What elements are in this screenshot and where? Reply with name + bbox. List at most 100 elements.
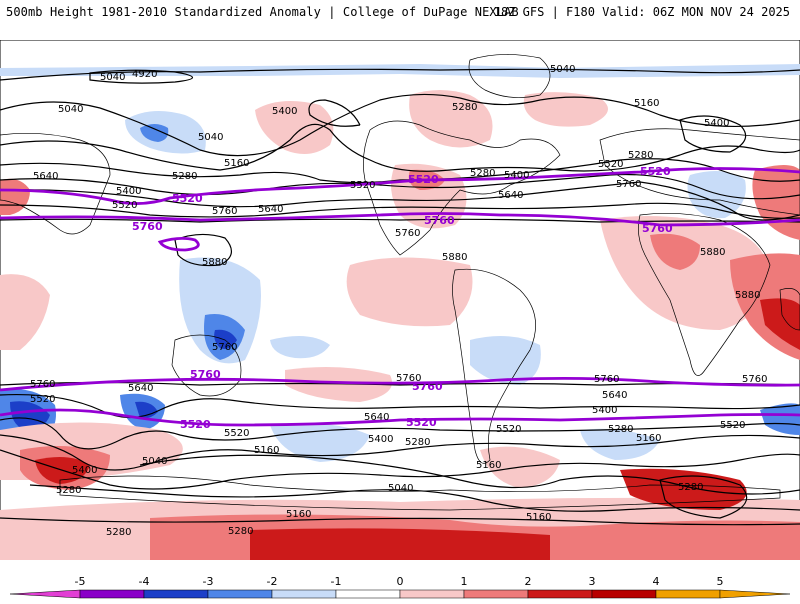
contour-label: 5160 xyxy=(634,98,659,109)
colorbar-tick-label: 5 xyxy=(717,575,724,588)
contour-label: 5640 xyxy=(602,390,627,401)
contour-line xyxy=(0,68,800,81)
anomaly-neg1-region xyxy=(270,336,330,359)
highlighted-contours xyxy=(0,167,800,427)
contour-labels: 5040 4920 5040 5040 5040 5400 5280 5160 … xyxy=(30,64,767,538)
colorbar-segment xyxy=(655,589,721,599)
contour-label: 5400 xyxy=(504,170,529,181)
contour-label: 5280 xyxy=(678,482,703,493)
contour-label: 5280 xyxy=(608,424,633,435)
contour-label: 5400 xyxy=(704,118,729,129)
contour-label: 5160 xyxy=(254,445,279,456)
colorbar-right-arrow xyxy=(719,589,791,599)
coastline-north-america xyxy=(363,120,561,256)
coastline-antarctica xyxy=(59,475,781,511)
contour-label: 5400 xyxy=(116,186,141,197)
contour-label: 5160 xyxy=(476,460,501,471)
colorbar-segment xyxy=(335,589,401,599)
contour-label: 5520 xyxy=(720,420,745,431)
contour-label: 5160 xyxy=(286,509,311,520)
contour-5520-south xyxy=(0,408,800,427)
height-contours xyxy=(0,68,800,526)
contour-5880-cell xyxy=(157,237,200,252)
anomaly-neg2-region xyxy=(140,124,169,142)
contour-label: 5160 xyxy=(224,158,249,169)
contour-label: 4920 xyxy=(132,69,157,80)
contour-label: 5880 xyxy=(442,252,467,263)
anomaly-pos3-region xyxy=(250,528,550,560)
contour-label: 5280 xyxy=(228,526,253,537)
contour-line xyxy=(659,475,748,519)
contour-label: 5160 xyxy=(526,512,551,523)
contour-line xyxy=(0,218,800,223)
contour-label: 5520 xyxy=(224,428,249,439)
contour-label: 5760 xyxy=(742,374,767,385)
colorbar-tick-label: -5 xyxy=(75,575,86,588)
contour-5760-north xyxy=(0,212,800,227)
contour-line xyxy=(0,434,800,471)
anomaly-pos1-region xyxy=(0,274,50,350)
contour-line xyxy=(174,233,232,267)
contour-label: 5640 xyxy=(258,204,283,215)
anomaly-neg1-region xyxy=(470,336,541,385)
anomaly-neg1-region xyxy=(580,428,660,460)
anomaly-pos1-region xyxy=(255,101,334,154)
contour-line xyxy=(679,115,747,153)
contour-label: 5880 xyxy=(735,290,760,301)
highlight-label: 5760 xyxy=(424,214,455,227)
contour-label: 5040 xyxy=(100,72,125,83)
contour-label: 5040 xyxy=(550,64,575,75)
contour-line xyxy=(0,381,800,386)
highlight-labels: 5520 5520 5520 5520 5520 5760 5760 5760 … xyxy=(132,165,673,431)
colorbar-tick-label: -4 xyxy=(139,575,150,588)
highlight-label: 5520 xyxy=(172,192,203,205)
colorbar-tick-label: 1 xyxy=(461,575,468,588)
colorbar-segments xyxy=(9,589,791,599)
contour-label: 5280 xyxy=(452,102,477,113)
contour-label: 5280 xyxy=(405,437,430,448)
contour-label: 5520 xyxy=(30,394,55,405)
contour-label: 5640 xyxy=(498,190,523,201)
contour-line xyxy=(0,202,800,219)
contour-label: 5280 xyxy=(470,168,495,179)
coastline-eurasia-west xyxy=(599,128,800,216)
highlight-label: 5520 xyxy=(406,416,437,429)
anomaly-map: 5040 4920 5040 5040 5040 5400 5280 5160 … xyxy=(0,40,800,560)
colorbar-tick-label: 2 xyxy=(525,575,532,588)
contour-label: 5640 xyxy=(128,383,153,394)
contour-label: 5760 xyxy=(395,228,420,239)
colorbar-tick-label: 4 xyxy=(653,575,660,588)
contour-line xyxy=(29,484,800,512)
contour-line xyxy=(0,417,800,450)
colorbar-segment xyxy=(463,589,529,599)
contour-label: 5760 xyxy=(594,374,619,385)
colorbar-tick-labels: -5 -4 -3 -2 -1 0 1 2 3 4 5 xyxy=(75,575,724,588)
contour-label: 5760 xyxy=(396,373,421,384)
contour-5520-north xyxy=(0,167,800,205)
contour-line xyxy=(139,454,800,495)
colorbar-segment xyxy=(399,589,465,599)
contour-label: 5520 xyxy=(112,200,137,211)
contour-label: 5400 xyxy=(368,434,393,445)
colorbar-tick-label: -3 xyxy=(203,575,214,588)
anomaly-neg2-region xyxy=(760,403,800,435)
contour-label: 5880 xyxy=(700,247,725,258)
coastline-south-america xyxy=(452,268,536,464)
coastline-madagascar xyxy=(779,288,800,331)
anomaly-shading xyxy=(0,64,800,560)
colorbar-segment xyxy=(143,589,209,599)
contour-label: 5040 xyxy=(388,483,413,494)
anomaly-neg3-region xyxy=(10,401,50,430)
anomaly-colorbar: -5 -4 -3 -2 -1 0 1 2 3 4 5 xyxy=(0,570,800,600)
contour-label: 5760 xyxy=(212,206,237,217)
colorbar-svg: -5 -4 -3 -2 -1 0 1 2 3 4 5 xyxy=(9,575,791,599)
colorbar-segment xyxy=(271,589,337,599)
colorbar-left-arrow xyxy=(9,589,81,599)
anomaly-neg1-region xyxy=(0,64,800,78)
contour-label: 5040 xyxy=(142,456,167,467)
contour-label: 5520 xyxy=(598,159,623,170)
model-run-info: 18Z GFS | F180 Valid: 06Z MON NOV 24 202… xyxy=(493,5,790,19)
contour-label: 5400 xyxy=(592,405,617,416)
highlight-label: 5760 xyxy=(642,222,673,235)
contour-label: 5040 xyxy=(58,104,83,115)
